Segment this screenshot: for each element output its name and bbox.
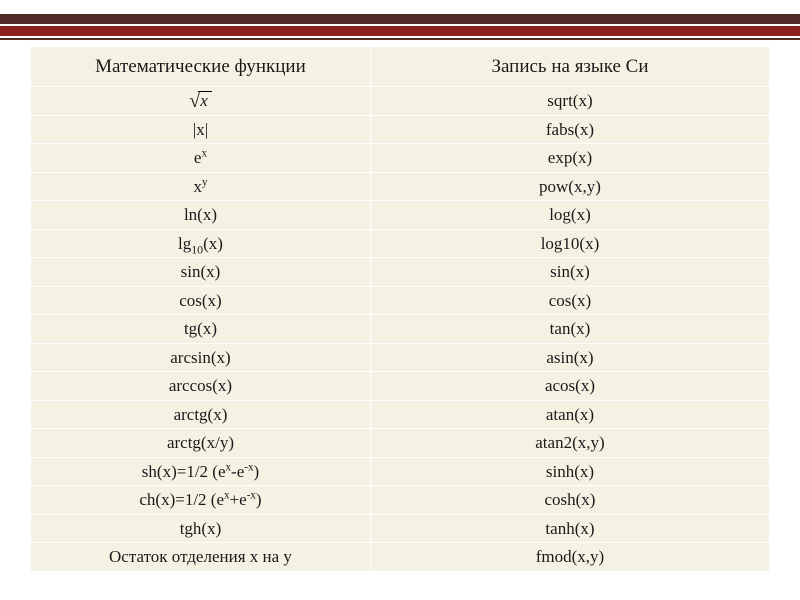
header-c: Запись на языке Си <box>370 47 769 87</box>
table-body: √xsqrt(x)|x|fabs(x)exexp(x)xypow(x,y)ln(… <box>31 87 770 572</box>
table-row: tg(x)tan(x) <box>31 315 770 344</box>
cell-math: arccos(x) <box>31 372 371 401</box>
bar-red <box>0 26 800 36</box>
table-row: xypow(x,y) <box>31 172 770 201</box>
table-row: Остаток отделения x на yfmod(x,y) <box>31 543 770 572</box>
cell-c: fabs(x) <box>370 115 769 144</box>
header-math: Математические функции <box>31 47 371 87</box>
functions-table-container: Математические функции Запись на языке С… <box>30 46 770 572</box>
cell-math: ln(x) <box>31 201 371 230</box>
cell-c: atan2(x,y) <box>370 429 769 458</box>
cell-c: asin(x) <box>370 343 769 372</box>
cell-math: Остаток отделения x на y <box>31 543 371 572</box>
cell-c: tan(x) <box>370 315 769 344</box>
cell-c: atan(x) <box>370 400 769 429</box>
decorative-top-bars <box>0 0 800 40</box>
cell-math: arctg(x/y) <box>31 429 371 458</box>
table-row: sh(x)=1/2 (ex-e-x)sinh(x) <box>31 457 770 486</box>
cell-math: |x| <box>31 115 371 144</box>
cell-math: sh(x)=1/2 (ex-e-x) <box>31 457 371 486</box>
cell-c: sin(x) <box>370 258 769 287</box>
cell-c: tanh(x) <box>370 514 769 543</box>
cell-math: sin(x) <box>31 258 371 287</box>
table-row: tgh(x)tanh(x) <box>31 514 770 543</box>
functions-table: Математические функции Запись на языке С… <box>30 46 770 572</box>
table-row: ln(x)log(x) <box>31 201 770 230</box>
table-row: |x|fabs(x) <box>31 115 770 144</box>
table-row: √xsqrt(x) <box>31 87 770 116</box>
table-row: cos(x)cos(x) <box>31 286 770 315</box>
cell-math: cos(x) <box>31 286 371 315</box>
cell-c: cos(x) <box>370 286 769 315</box>
cell-math: tgh(x) <box>31 514 371 543</box>
table-row: sin(x)sin(x) <box>31 258 770 287</box>
cell-c: cosh(x) <box>370 486 769 515</box>
cell-math: tg(x) <box>31 315 371 344</box>
table-header-row: Математические функции Запись на языке С… <box>31 47 770 87</box>
cell-c: sinh(x) <box>370 457 769 486</box>
cell-c: pow(x,y) <box>370 172 769 201</box>
bar-dark <box>0 14 800 24</box>
cell-math: arctg(x) <box>31 400 371 429</box>
cell-math: lg10(x) <box>31 229 371 258</box>
table-row: lg10(x)log10(x) <box>31 229 770 258</box>
cell-math: ex <box>31 144 371 173</box>
bar-thin <box>0 38 800 40</box>
cell-c: acos(x) <box>370 372 769 401</box>
table-row: arctg(x/y)atan2(x,y) <box>31 429 770 458</box>
cell-c: log10(x) <box>370 229 769 258</box>
cell-c: exp(x) <box>370 144 769 173</box>
table-row: arcsin(x)asin(x) <box>31 343 770 372</box>
cell-math: arcsin(x) <box>31 343 371 372</box>
cell-math: xy <box>31 172 371 201</box>
table-row: arccos(x)acos(x) <box>31 372 770 401</box>
cell-c: sqrt(x) <box>370 87 769 116</box>
table-row: arctg(x)atan(x) <box>31 400 770 429</box>
cell-math: √x <box>31 87 371 116</box>
cell-c: log(x) <box>370 201 769 230</box>
cell-math: ch(x)=1/2 (ex+e-x) <box>31 486 371 515</box>
table-row: exexp(x) <box>31 144 770 173</box>
cell-c: fmod(x,y) <box>370 543 769 572</box>
table-row: ch(x)=1/2 (ex+e-x)cosh(x) <box>31 486 770 515</box>
